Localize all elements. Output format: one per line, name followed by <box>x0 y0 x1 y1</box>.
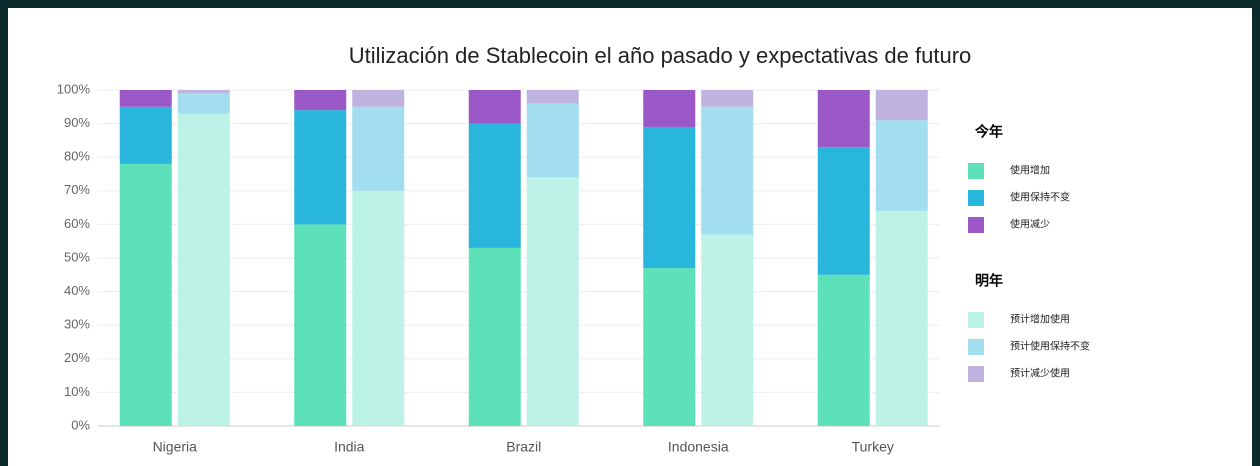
bar-segment <box>352 190 405 426</box>
y-tick-label: 70% <box>64 182 90 197</box>
bar-segment <box>701 234 754 426</box>
legend-group-title: 今年 <box>974 124 1003 140</box>
bar-segment <box>468 123 521 248</box>
bar-segment <box>701 106 754 235</box>
bar-segment <box>643 126 696 269</box>
bar-segment <box>119 90 172 107</box>
legend-swatch <box>968 366 984 382</box>
x-tick-label: Turkey <box>852 439 894 455</box>
bar-segment <box>177 93 230 114</box>
x-tick-label: Indonesia <box>668 439 729 455</box>
bar-segment <box>294 90 347 111</box>
y-tick-label: 60% <box>64 216 90 231</box>
y-tick-label: 10% <box>64 384 90 399</box>
bar-segment <box>817 90 870 148</box>
bar-segment <box>643 268 696 426</box>
legend-group-title: 明年 <box>975 273 1003 289</box>
bar-segment <box>701 90 754 107</box>
y-tick-label: 40% <box>64 283 90 298</box>
legend-swatch <box>968 312 984 328</box>
bar-segment <box>294 224 347 426</box>
bar-segment <box>526 177 579 426</box>
bar-segment <box>352 90 405 107</box>
chart-title: Utilización de Stablecoin el año pasado … <box>349 43 972 68</box>
x-tick-label: Brazil <box>506 439 541 455</box>
y-tick-label: 80% <box>64 149 90 164</box>
bar-segment <box>119 163 172 427</box>
bar-segment <box>817 147 870 275</box>
bar-segment <box>468 90 521 124</box>
legend-label: 预计使用保持不变 <box>1010 340 1090 353</box>
x-tick-label: Nigeria <box>153 439 198 455</box>
legend-swatch <box>968 163 984 179</box>
x-tick-label: India <box>334 439 365 455</box>
legend-label: 使用增加 <box>1010 164 1050 177</box>
bar-segment <box>526 90 579 104</box>
legend-swatch <box>968 339 984 355</box>
bar-segment <box>468 247 521 426</box>
y-tick-label: 90% <box>64 115 90 130</box>
legend-label: 预计减少使用 <box>1010 367 1070 380</box>
y-tick-label: 30% <box>64 317 90 332</box>
legend-swatch <box>968 190 984 206</box>
legend-swatch <box>968 217 984 233</box>
bar-segment <box>177 113 230 427</box>
y-tick-label: 50% <box>64 249 90 264</box>
bar-segment <box>875 120 928 211</box>
bar-segment <box>119 106 172 164</box>
legend-label: 使用减少 <box>1010 218 1050 231</box>
legend-label: 使用保持不变 <box>1010 191 1070 204</box>
bar-segment <box>817 274 870 426</box>
y-tick-label: 20% <box>64 350 90 365</box>
legend-label: 预计增加使用 <box>1010 313 1070 326</box>
bar-segment <box>294 110 347 225</box>
bar-segment <box>177 90 230 94</box>
bar-segment <box>352 106 405 191</box>
bar-segment <box>875 90 928 121</box>
bar-segment <box>643 90 696 127</box>
y-tick-label: 100% <box>57 81 91 96</box>
y-tick-label: 0% <box>71 417 90 432</box>
bar-segment <box>875 210 928 426</box>
bar-segment <box>526 103 579 178</box>
